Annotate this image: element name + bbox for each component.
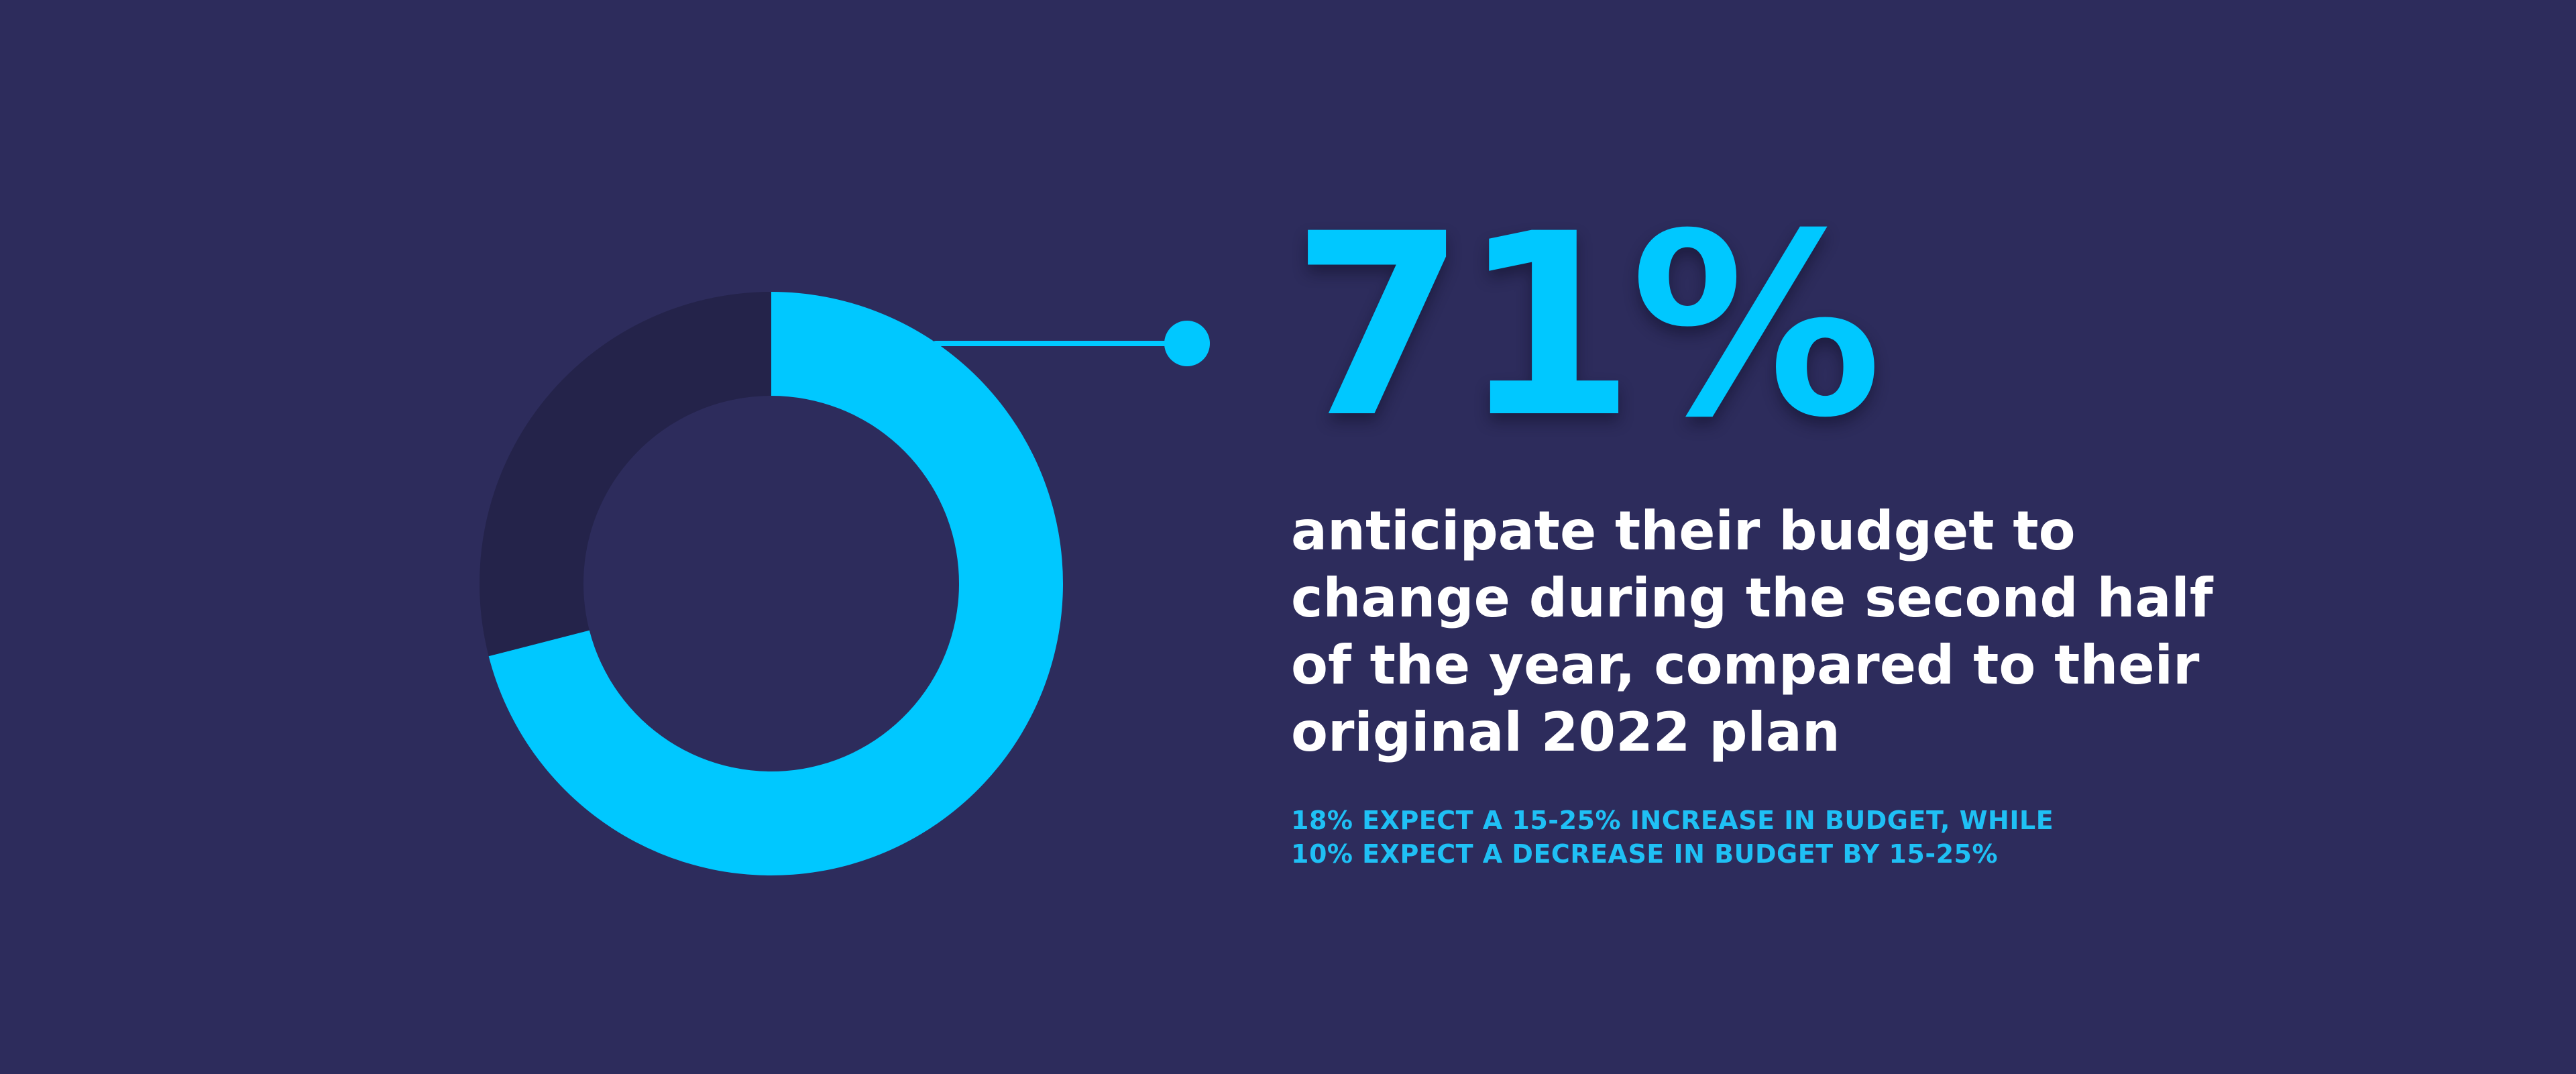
footnote-line: 18% EXPECT A 15-25% INCREASE IN BUDGET, … [1291, 806, 2054, 835]
description-line: anticipate their budget to [1291, 500, 2076, 562]
donut-slices [480, 292, 1063, 875]
donut-slice-remainder [480, 292, 771, 657]
callout-dot [1164, 321, 1210, 366]
headline-description: anticipate their budget to change during… [1291, 498, 2213, 766]
donut-slice-highlight [488, 292, 1063, 875]
footnote-line: 10% EXPECT A DECREASE IN BUDGET BY 15-25… [1291, 839, 1999, 869]
description-line: change during the second half [1291, 567, 2213, 629]
description-line: of the year, compared to their [1291, 634, 2200, 696]
headline-percentage: 71% [1291, 180, 1883, 473]
footnote: 18% EXPECT A 15-25% INCREASE IN BUDGET, … [1291, 804, 2163, 871]
description-line: original 2022 plan [1291, 701, 1840, 763]
